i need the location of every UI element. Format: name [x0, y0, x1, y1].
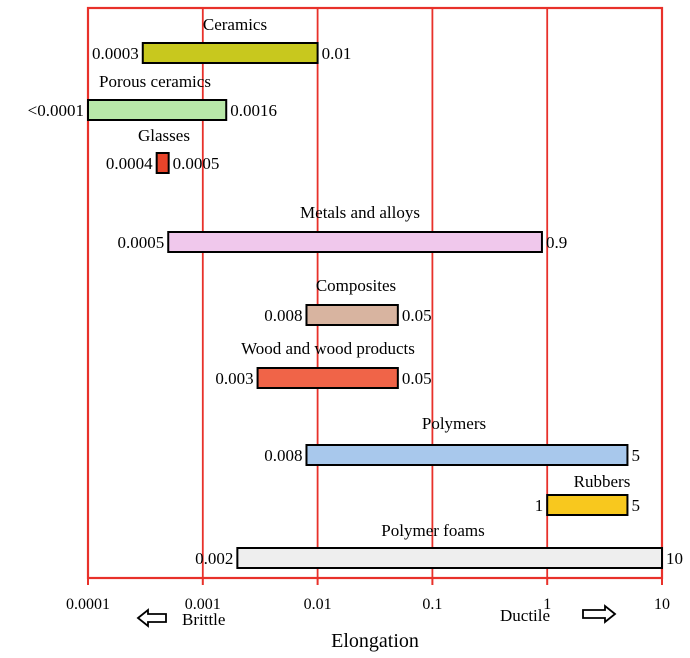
bar-min-label: 0.0004 [106, 154, 153, 173]
bar-max-label: 5 [631, 446, 640, 465]
x-tick-label: 0.1 [422, 596, 442, 613]
bar-max-label: 5 [631, 496, 640, 515]
x-tick-label: 0.001 [185, 596, 221, 613]
right-arrow-icon [582, 604, 617, 624]
range-bar [546, 494, 629, 516]
range-bar [256, 367, 399, 389]
bar-min-label: <0.0001 [28, 101, 84, 120]
bar-name-label: Polymer foams [381, 521, 484, 540]
bar-name-label: Metals and alloys [300, 203, 420, 222]
bar-max-label: 0.05 [402, 369, 432, 388]
plot-frame [86, 6, 664, 580]
range-bar [167, 231, 543, 253]
bar-min-label: 0.002 [195, 549, 233, 568]
bar-name-label: Polymers [422, 414, 486, 433]
ductile-note: Ductile [500, 604, 617, 625]
range-bar [305, 444, 629, 466]
bar-labels: Ceramics 0.0003 0.01 Porous ceramics <0.0001… [28, 15, 683, 568]
range-bar [236, 547, 663, 569]
bar-max-label: 10 [666, 549, 683, 568]
brittle-note: Brittle [136, 608, 225, 629]
range-bars [87, 42, 663, 569]
range-bar [141, 42, 319, 64]
x-axis-label: Elongation [331, 630, 419, 652]
bar-min-label: 0.0003 [92, 44, 139, 63]
x-tick-label: 1 [543, 596, 551, 613]
bar-name-label: Porous ceramics [99, 72, 211, 91]
bar-min-label: 0.008 [264, 306, 302, 325]
bar-max-label: 0.0005 [173, 154, 220, 173]
bar-min-label: 1 [535, 496, 544, 515]
x-axis-ticks: 0.0001 0.001 0.01 0.1 1 10 [66, 578, 670, 613]
x-tick-label: 0.0001 [66, 596, 110, 613]
bar-max-label: 0.9 [546, 233, 567, 252]
bar-name-label: Glasses [138, 126, 190, 145]
bar-max-label: 0.01 [322, 44, 352, 63]
bar-name-label: Ceramics [203, 15, 267, 34]
range-bar [305, 304, 399, 326]
ductile-label: Ductile [500, 606, 550, 625]
left-arrow-icon [136, 608, 167, 628]
bar-name-label: Wood and wood products [241, 339, 415, 358]
bar-max-label: 0.0016 [230, 101, 277, 120]
bar-max-label: 0.05 [402, 306, 432, 325]
bar-min-label: 0.0005 [117, 233, 164, 252]
x-tick-label: 10 [654, 596, 670, 613]
range-bar [87, 99, 228, 121]
range-bar [155, 152, 170, 174]
bar-name-label: Composites [316, 276, 396, 295]
x-tick-label: 0.01 [304, 596, 332, 613]
bar-min-label: 0.008 [264, 446, 302, 465]
bar-name-label: Rubbers [574, 472, 631, 491]
bar-min-label: 0.003 [215, 369, 253, 388]
brittle-label: Brittle [182, 610, 225, 629]
